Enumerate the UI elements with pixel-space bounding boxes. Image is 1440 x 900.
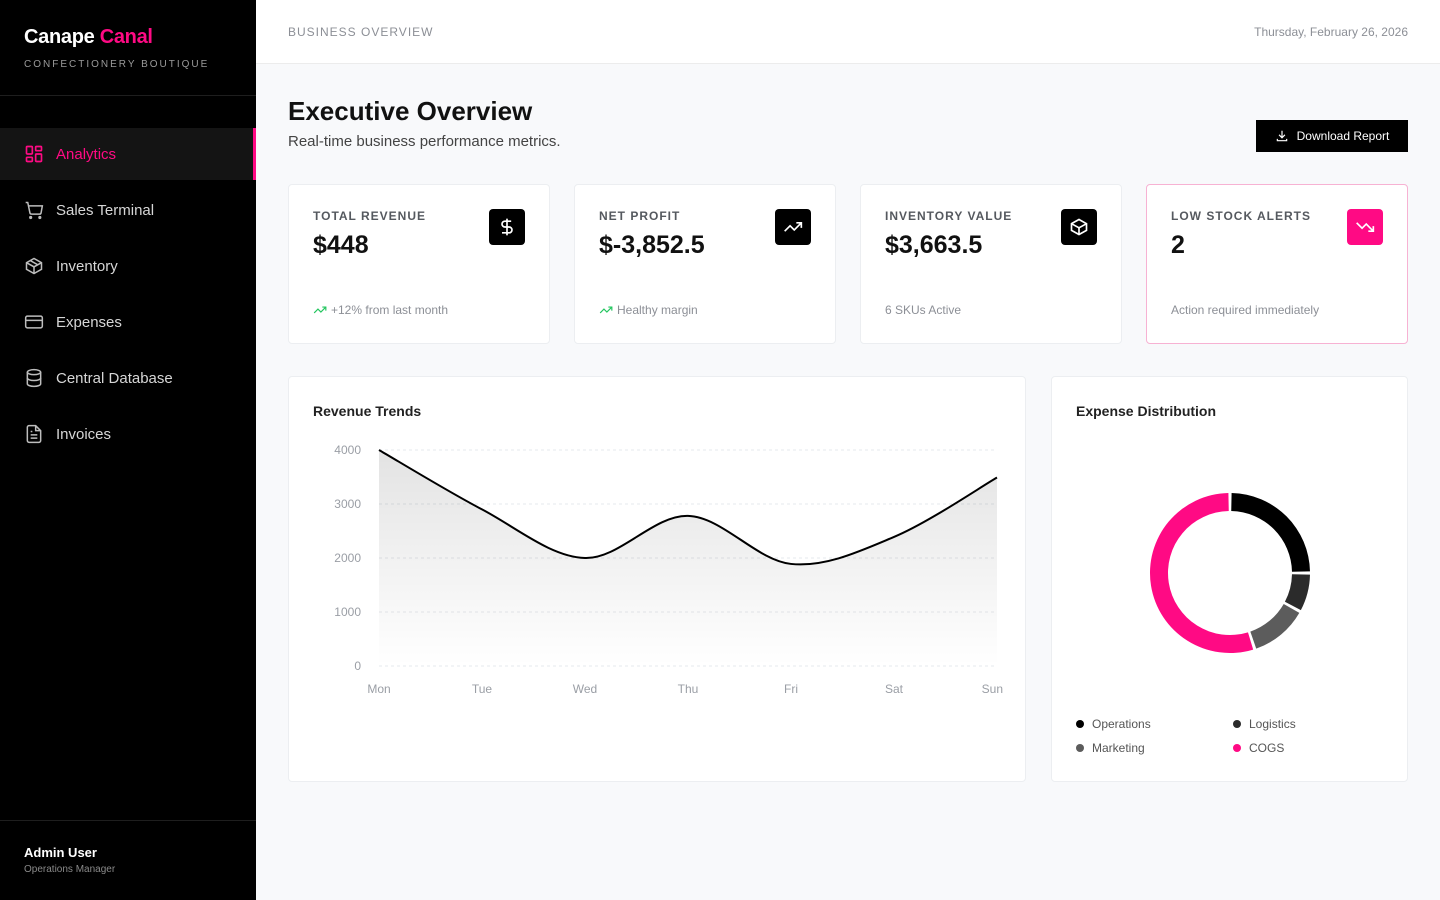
legend-dot: [1233, 744, 1241, 752]
box-icon: [24, 256, 44, 276]
y-tick-label: 2000: [334, 551, 361, 565]
stat-value: $3,663.5: [885, 231, 983, 259]
legend-label: Logistics: [1249, 717, 1296, 731]
legend-item-cogs[interactable]: COGS: [1233, 741, 1383, 755]
legend-item-marketing[interactable]: Marketing: [1076, 741, 1233, 755]
stat-card-net-profit: NET PROFIT $-3,852.5 Healthy margin: [574, 184, 836, 344]
stat-footnote-text: +12% from last month: [331, 303, 449, 317]
stat-label: NET PROFIT: [599, 209, 681, 223]
sidebar-item-label: Invoices: [56, 425, 112, 443]
slice-cogs[interactable]: [1150, 493, 1254, 653]
expense-distribution-panel: Expense Distribution Operations Logistic…: [1051, 376, 1408, 782]
sidebar-nav: Analytics Sales Terminal Inventory Expen…: [0, 128, 256, 460]
grid-icon: [24, 144, 44, 164]
x-tick-label: Sat: [885, 682, 904, 696]
chart-legend: Operations Logistics Marketing COGS: [1076, 717, 1386, 755]
trending-up-icon: [313, 306, 327, 314]
sidebar-item-label: Central Database: [56, 369, 173, 387]
stat-value: $448: [313, 231, 369, 259]
current-date: Thursday, February 26, 2026: [1254, 24, 1408, 39]
sidebar-item-analytics[interactable]: Analytics: [0, 128, 256, 180]
user-name: Admin User: [24, 845, 97, 860]
sidebar-item-invoices[interactable]: Invoices: [0, 408, 256, 460]
legend-item-operations[interactable]: Operations: [1076, 717, 1233, 731]
user-role: Operations Manager: [24, 864, 116, 875]
sidebar-item-label: Analytics: [56, 145, 117, 163]
user-profile[interactable]: Admin User Operations Manager: [0, 820, 256, 900]
revenue-chart: 0 1000 2000 3000 4000 Mon Tue Wed Thu Fri Sat Sun: [334, 443, 1003, 696]
stat-card-inventory-value: INVENTORY VALUE $3,663.5 6 SKUs Active: [860, 184, 1122, 344]
panel-title: Expense Distribution: [1076, 403, 1217, 419]
y-tick-label: 3000: [334, 497, 361, 511]
legend-dot: [1233, 720, 1241, 728]
top-bar: BUSINESS OVERVIEW Thursday, February 26,…: [256, 0, 1440, 64]
expense-donut-chart: [1150, 493, 1310, 653]
legend-label: Marketing: [1092, 741, 1145, 755]
legend-label: COGS: [1249, 741, 1285, 755]
stat-footnote: 6 SKUs Active: [885, 303, 961, 317]
stat-footnote: Healthy margin: [599, 303, 698, 317]
stat-value: 2: [1171, 231, 1185, 259]
stat-value: $-3,852.5: [599, 231, 705, 259]
sidebar-item-label: Expenses: [56, 313, 122, 331]
download-report-label: Download Report: [1296, 129, 1390, 143]
stat-footnote-text: Healthy margin: [617, 303, 698, 317]
stat-card-low-stock-alerts: LOW STOCK ALERTS 2 Action required immed…: [1146, 184, 1408, 344]
revenue-trends-panel: Revenue Trends 0 1000 2000 3000 4000 Mon Tue We…: [288, 376, 1026, 782]
dollar-icon: [489, 209, 525, 245]
brand-tagline: CONFECTIONERY BOUTIQUE: [24, 59, 210, 70]
download-icon: [1276, 130, 1287, 142]
stat-footnote: Action required immediately: [1171, 303, 1319, 317]
y-tick-label: 4000: [334, 443, 361, 457]
breadcrumb: BUSINESS OVERVIEW: [288, 24, 434, 39]
brand: Canape Canal CONFECTIONERY BOUTIQUE: [0, 0, 256, 96]
sidebar-item-expenses[interactable]: Expenses: [0, 296, 256, 348]
stat-card-total-revenue: TOTAL REVENUE $448 +12% from last month: [288, 184, 550, 344]
brand-name-accent: Canal: [99, 26, 153, 48]
legend-label: Operations: [1092, 717, 1151, 731]
x-tick-label: Tue: [472, 682, 493, 696]
legend-item-logistics[interactable]: Logistics: [1233, 717, 1383, 731]
stat-footnote-text: Action required immediately: [1171, 303, 1320, 317]
legend-dot: [1076, 720, 1084, 728]
legend-dot: [1076, 744, 1084, 752]
cart-icon: [24, 200, 44, 220]
x-tick-label: Sun: [982, 682, 1003, 696]
download-report-button[interactable]: Download Report: [1256, 120, 1408, 152]
page-title: Executive Overview: [288, 96, 533, 126]
database-icon: [24, 368, 44, 388]
page-subtitle: Real-time business performance metrics.: [288, 133, 561, 150]
brand-logo[interactable]: Canape Canal: [24, 26, 232, 49]
x-tick-label: Wed: [573, 682, 597, 696]
slice-marketing[interactable]: [1250, 603, 1300, 649]
file-text-icon: [24, 424, 44, 444]
main-content: Executive Overview Real-time business pe…: [256, 64, 1440, 900]
x-tick-label: Thu: [678, 682, 699, 696]
trending-up-icon: [599, 306, 613, 314]
credit-card-icon: [24, 312, 44, 332]
y-tick-label: 1000: [334, 605, 361, 619]
trending-down-icon: [1347, 209, 1383, 245]
x-tick-label: Mon: [367, 682, 390, 696]
slice-operations[interactable]: [1231, 493, 1310, 572]
y-tick-label: 0: [354, 659, 361, 673]
slice-logistics[interactable]: [1284, 574, 1310, 611]
panel-title: Revenue Trends: [313, 403, 422, 419]
sidebar-item-label: Inventory: [56, 257, 118, 275]
package-icon: [1061, 209, 1097, 245]
sidebar: Canape Canal CONFECTIONERY BOUTIQUE Anal…: [0, 0, 256, 900]
stat-footnote-text: 6 SKUs Active: [885, 303, 962, 317]
trending-up-icon: [775, 209, 811, 245]
revenue-area: [379, 450, 997, 666]
sidebar-item-sales-terminal[interactable]: Sales Terminal: [0, 184, 256, 236]
sidebar-item-label: Sales Terminal: [56, 201, 155, 219]
stat-footnote: +12% from last month: [313, 303, 448, 317]
sidebar-item-inventory[interactable]: Inventory: [0, 240, 256, 292]
stat-label: LOW STOCK ALERTS: [1171, 209, 1311, 223]
x-tick-label: Fri: [784, 682, 798, 696]
sidebar-item-central-database[interactable]: Central Database: [0, 352, 256, 404]
stat-label: INVENTORY VALUE: [885, 209, 1013, 223]
brand-name-primary: Canape: [24, 26, 95, 48]
stat-label: TOTAL REVENUE: [313, 209, 427, 223]
